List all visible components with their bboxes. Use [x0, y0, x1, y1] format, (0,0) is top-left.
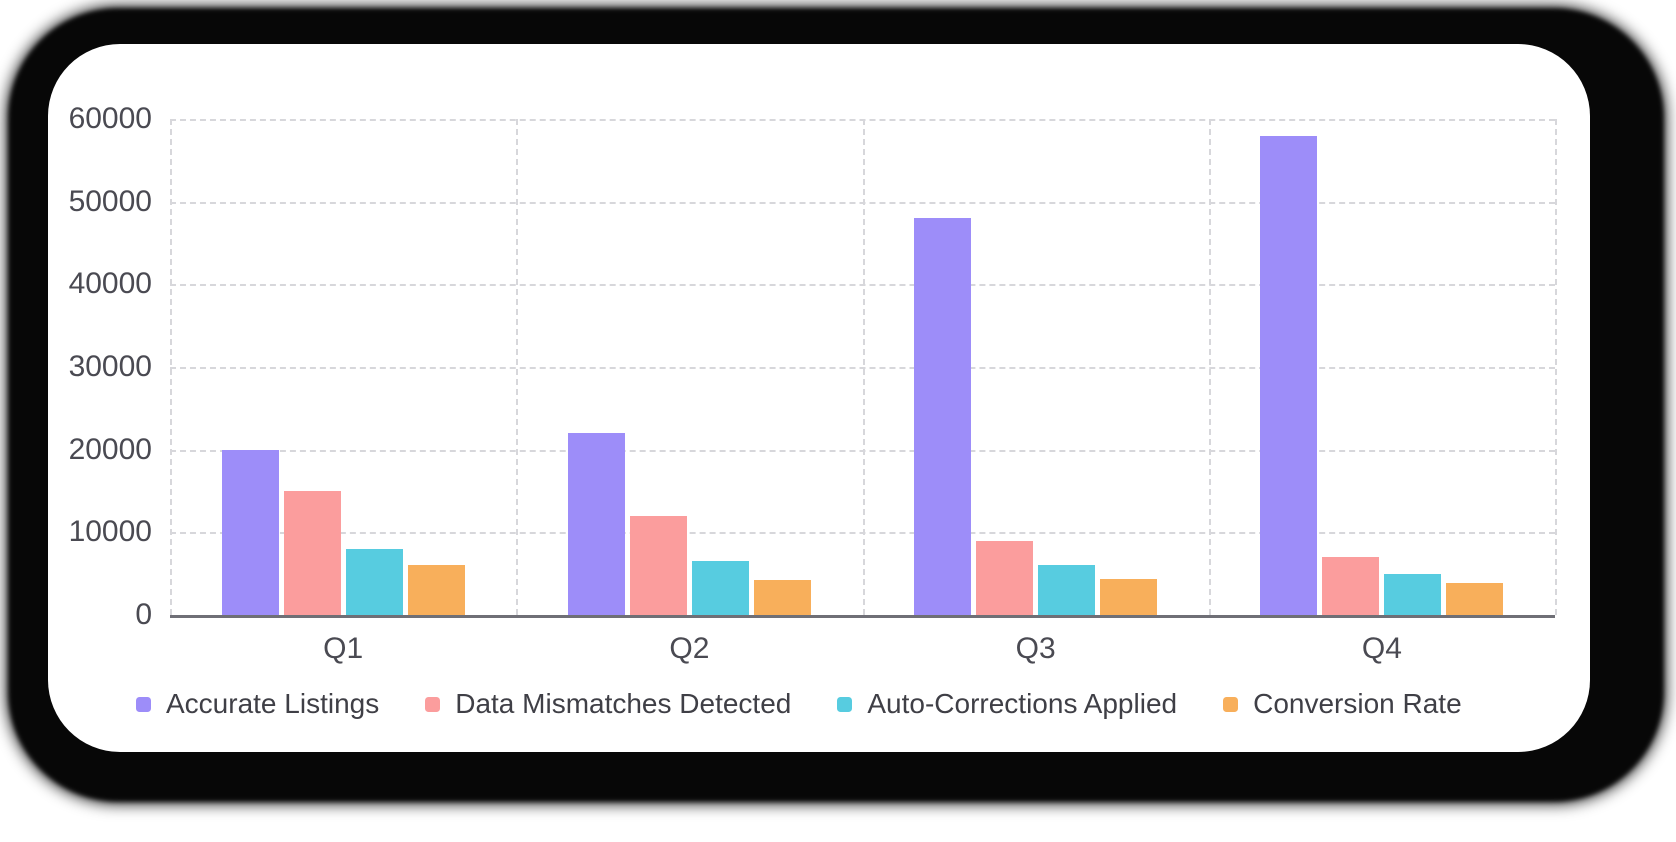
x-label-q4: Q4: [1361, 632, 1402, 665]
horizontal-gridline: [170, 201, 1555, 204]
legend-item-accurate-listings[interactable]: Accurate Listings: [136, 688, 379, 720]
horizontal-gridline: [170, 284, 1555, 287]
bar-auto-corrections-applied-q4[interactable]: [1384, 573, 1442, 615]
x-label-q2: Q2: [669, 632, 710, 665]
legend-swatch-icon: [425, 696, 441, 712]
legend-item-conversion-rate[interactable]: Conversion Rate: [1223, 688, 1462, 720]
horizontal-gridline: [170, 532, 1555, 535]
bar-accurate-listings-q1[interactable]: [221, 449, 279, 615]
horizontal-gridline: [170, 449, 1555, 452]
bar-auto-corrections-applied-q2[interactable]: [691, 561, 749, 615]
bar-chart-plot: [170, 119, 1557, 618]
bar-conversion-rate-q1[interactable]: [407, 565, 465, 615]
legend-item-data-mismatches-detected[interactable]: Data Mismatches Detected: [425, 688, 791, 720]
bar-accurate-listings-q3[interactable]: [914, 218, 972, 615]
chart-card: 0 10000 20000 30000 40000 50000 60000 Q1 Q2 Q3 Q4…: [48, 44, 1590, 752]
y-tick-20000: 20000: [68, 432, 152, 466]
horizontal-gridline: [170, 119, 1555, 121]
bar-data-mismatches-detected-q4[interactable]: [1322, 557, 1380, 615]
y-tick-10000: 10000: [68, 515, 152, 549]
y-tick-50000: 50000: [68, 184, 152, 218]
y-tick-60000: 60000: [68, 102, 152, 135]
legend-swatch-icon: [1223, 696, 1239, 712]
legend-swatch-icon: [136, 696, 151, 712]
bar-data-mismatches-detected-q3[interactable]: [976, 540, 1034, 615]
x-label-q3: Q3: [1015, 632, 1056, 665]
bar-auto-corrections-applied-q1[interactable]: [345, 548, 403, 615]
chart-legend: Accurate Listings Data Mismatches Detecte…: [136, 688, 1462, 720]
legend-swatch-icon: [837, 696, 853, 712]
bar-data-mismatches-detected-q2[interactable]: [629, 515, 687, 615]
y-tick-40000: 40000: [68, 267, 152, 301]
bar-data-mismatches-detected-q1[interactable]: [283, 491, 341, 615]
bar-accurate-listings-q2[interactable]: [567, 433, 625, 615]
x-label-q1: Q1: [323, 632, 364, 665]
legend-label: Data Mismatches Detected: [455, 688, 792, 719]
vertical-gridline: [1555, 119, 1557, 615]
bar-conversion-rate-q4[interactable]: [1446, 582, 1504, 615]
legend-label: Conversion Rate: [1253, 688, 1462, 719]
bar-conversion-rate-q2[interactable]: [753, 580, 811, 615]
legend-label: Accurate Listings: [166, 688, 380, 719]
y-tick-30000: 30000: [68, 350, 152, 383]
legend-label: Auto-Corrections Applied: [867, 688, 1178, 719]
y-tick-0: 0: [135, 598, 152, 631]
horizontal-gridline: [170, 367, 1555, 369]
bar-conversion-rate-q3[interactable]: [1100, 578, 1158, 615]
bar-accurate-listings-q4[interactable]: [1260, 135, 1318, 615]
bar-auto-corrections-applied-q3[interactable]: [1038, 565, 1096, 615]
legend-item-auto-corrections-applied[interactable]: Auto-Corrections Applied: [837, 688, 1177, 720]
